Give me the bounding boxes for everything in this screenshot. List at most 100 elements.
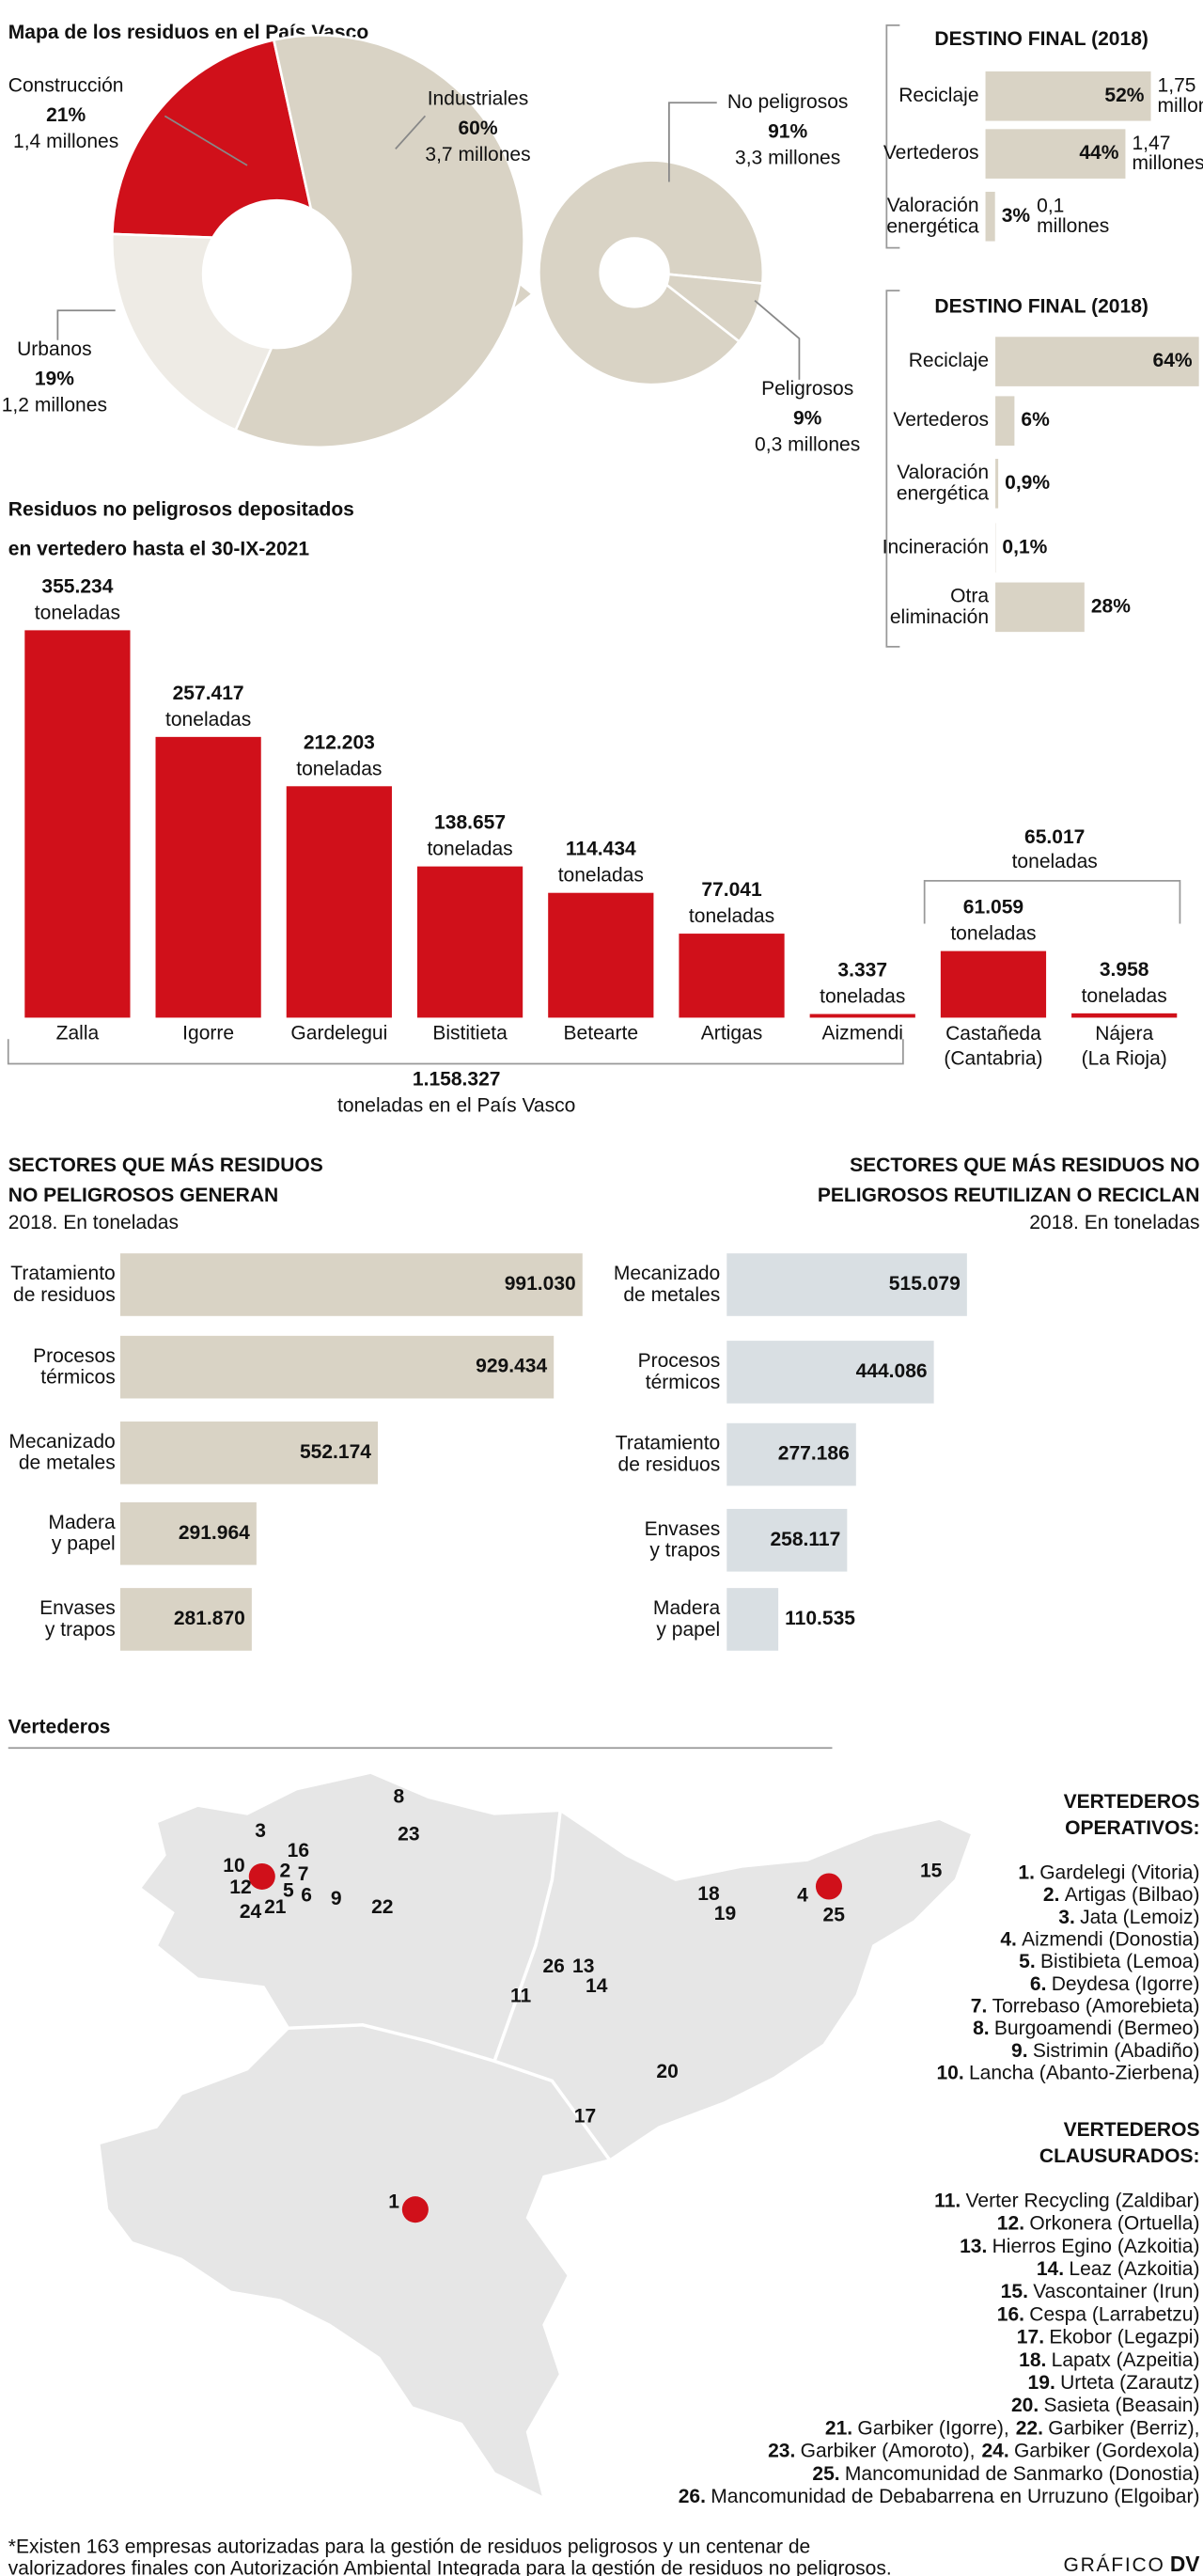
list-name: Deydesa (Igorre): [1052, 1972, 1200, 1994]
leader-line: [56, 309, 116, 340]
list-number: 17.: [1017, 2326, 1044, 2348]
list-number: 12.: [997, 2212, 1024, 2234]
list-line: 18. Lapatx (Azpeitia): [1019, 2348, 1199, 2370]
text-line: de residuos: [618, 1453, 721, 1475]
text-line: de metales: [623, 1283, 720, 1305]
bar-value: 6%: [1021, 409, 1050, 431]
text-line: Procesos: [638, 1350, 721, 1372]
map-title: Vertederos: [8, 1717, 111, 1738]
list-name: Hierros Egino (Azkoitia): [992, 2235, 1200, 2256]
map-label: 18: [697, 1883, 720, 1905]
list-line: 16. Cespa (Larrabetzu): [997, 2303, 1200, 2325]
bar: [985, 191, 995, 242]
bar-value: 291.964: [179, 1522, 250, 1544]
text-line: *Existen 163 empresas autorizadas para l…: [8, 2536, 810, 2557]
list-number: 8.: [973, 2018, 990, 2039]
list-number: 24.: [981, 2440, 1008, 2461]
text-line: Tratamiento: [616, 1432, 720, 1453]
pie-slice: [647, 271, 764, 344]
slice-label: Peligrosos: [761, 378, 853, 400]
leader-line: [395, 115, 427, 149]
text-line: (Cantabria): [944, 1047, 1042, 1069]
text-line: SECTORES QUE MÁS RESIDUOS NO: [850, 1154, 1199, 1176]
text-line: Castañeda: [945, 1023, 1041, 1045]
credit: GRÁFICO DV: [1063, 2552, 1200, 2576]
x-tick-label: Nájera (La Rioja): [1082, 1023, 1167, 1069]
list-name: Garbiker (Amoroto),: [801, 2440, 976, 2461]
text-line: Mecanizado: [614, 1263, 720, 1284]
text-line: PELIGROSOS REUTILIZAN O RECICLAN: [818, 1184, 1200, 1205]
bar-unit: toneladas: [820, 986, 905, 1008]
text-line: y papel: [52, 1532, 116, 1554]
x-tick-label: Bistitieta: [432, 1023, 508, 1045]
list-name: Cespa (Larrabetzu): [1029, 2303, 1199, 2325]
list-line: 4. Aizmendi (Donostia): [1000, 1928, 1199, 1950]
list-name: Lapatx (Azpeitia): [1052, 2348, 1200, 2370]
map-label: 5: [283, 1879, 294, 1901]
bar: [995, 459, 999, 509]
list-number: 15.: [1001, 2281, 1028, 2302]
list-name: Ekobor (Legazpi): [1049, 2326, 1199, 2348]
list-number: 20.: [1011, 2395, 1039, 2416]
bar-label: Incineración: [883, 536, 989, 558]
bar-label: Mecanizado de metales: [614, 1263, 720, 1306]
map-label: 25: [823, 1905, 846, 1926]
list-number: 19.: [1028, 2372, 1055, 2394]
bar: [726, 1341, 934, 1404]
list-name: Leaz (Azkoitia): [1069, 2258, 1199, 2280]
list-title: VERTEDEROS CLAUSURADOS:: [1039, 2119, 1200, 2167]
text-line: Procesos: [33, 1344, 116, 1366]
bar-value: 77.041: [701, 879, 762, 901]
text-line: Residuos no peligrosos depositados: [8, 498, 354, 520]
bar-unit: toneladas: [950, 923, 1036, 945]
list-line: 5. Bistibieta (Lemoa): [1019, 1951, 1199, 1972]
bar-value: 44%: [1079, 142, 1118, 164]
slice-sublabel: 1,4 millones: [13, 131, 118, 152]
bar-label: Mecanizado de metales: [8, 1431, 115, 1474]
list-name: Sistrimin (Abadiño): [1033, 2039, 1200, 2061]
map-label: 2: [279, 1860, 290, 1881]
panel-subtitle: 2018. En toneladas: [1029, 1212, 1199, 1233]
list-number: 7.: [971, 1995, 988, 2017]
bar-value: 0,9%: [1005, 472, 1050, 494]
bracket: [885, 24, 900, 249]
map-label: 16: [288, 1840, 309, 1861]
bar: [940, 950, 1047, 1018]
bar-value: 138.657: [434, 812, 506, 834]
panel-title: SECTORES QUE MÁS RESIDUOS NO PELIGROSOS G…: [8, 1154, 323, 1206]
panel-title: DESTINO FINAL (2018): [934, 295, 1148, 317]
x-tick-label: Zalla: [56, 1023, 100, 1045]
slice-value: 21%: [46, 104, 86, 126]
map-label: 1: [388, 2191, 399, 2213]
bar: [985, 129, 1126, 179]
list-number: 10.: [936, 2062, 963, 2083]
x-tick-label: Igorre: [182, 1023, 234, 1045]
text-line: Valoración: [897, 461, 989, 482]
list-line: 26. Mancomunidad de Debabarrena en Urruzu…: [679, 2486, 1200, 2507]
bar: [995, 582, 1085, 633]
bar-value: 3.958: [1100, 959, 1149, 981]
map-label: 21: [264, 1896, 287, 1918]
map-label: 23: [398, 1824, 419, 1846]
map-label: 8: [393, 1785, 404, 1807]
list-title: VERTEDEROS OPERATIVOS:: [1064, 1791, 1200, 1839]
text-line: SECTORES QUE MÁS RESIDUOS: [8, 1154, 323, 1176]
text-line: Envases: [645, 1517, 721, 1539]
list-number: 21.: [825, 2417, 852, 2439]
list-number: 1.: [1018, 1861, 1035, 1883]
map-dot: [401, 2196, 429, 2223]
text-line: de metales: [19, 1452, 116, 1473]
chart-title: Residuos no peligrosos depositados en ver…: [8, 498, 354, 559]
bar-unit: toneladas: [35, 602, 120, 623]
list-name: Garbiker (Berriz),: [1048, 2417, 1199, 2439]
bar-note: 1,75millones: [1158, 74, 1203, 116]
list-name: Urteta (Zarautz): [1060, 2372, 1199, 2394]
bar-value: 444.086: [856, 1360, 928, 1382]
bar-value: 552.174: [300, 1441, 371, 1463]
list-number: 9.: [1011, 2039, 1028, 2061]
text-line: de residuos: [13, 1283, 116, 1305]
list-line: 7. Torrebaso (Amorebieta): [971, 1995, 1200, 2017]
bar-value: 3%: [1002, 205, 1031, 227]
bar-unit: toneladas: [1082, 985, 1167, 1007]
slice-value: 9%: [793, 408, 822, 430]
